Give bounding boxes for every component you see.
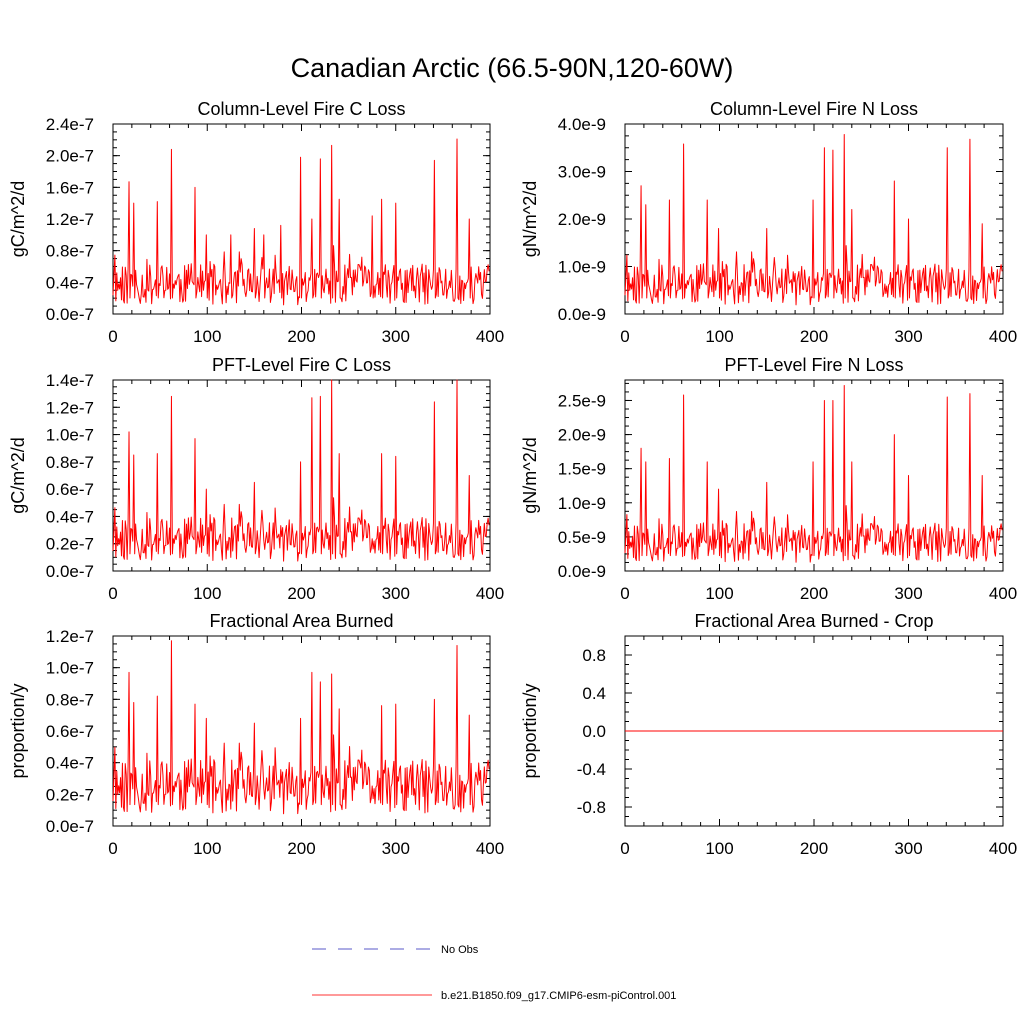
y-tick-label: 0.8e-7 bbox=[46, 453, 94, 472]
x-tick-label: 0 bbox=[108, 584, 117, 603]
legend-label-no-obs: No Obs bbox=[441, 944, 479, 956]
panel-title: PFT-Level Fire N Loss bbox=[724, 355, 903, 375]
x-tick-label: 400 bbox=[989, 584, 1017, 603]
panel-title: Fractional Area Burned bbox=[209, 611, 393, 631]
y-tick-label: 0.2e-7 bbox=[46, 535, 94, 554]
panel-column-fire-c-loss: Column-Level Fire C Loss gC/m^2/d 0 100 200 3… bbox=[8, 99, 504, 346]
x-tick-label: 200 bbox=[800, 584, 828, 603]
x-tick-label: 400 bbox=[476, 327, 504, 346]
y-axis-label: proportion/y bbox=[8, 683, 28, 778]
series-line bbox=[624, 384, 1003, 563]
y-tick-label: 1.4e-7 bbox=[46, 371, 94, 390]
y-tick-label: 0.0 bbox=[582, 722, 606, 741]
y-axis-label: gN/m^2/d bbox=[520, 437, 540, 513]
x-tick-label: 100 bbox=[705, 584, 733, 603]
series-line bbox=[624, 133, 1003, 306]
panel-column-fire-n-loss: Column-Level Fire N Loss gN/m^2/d 0 100 200 3… bbox=[520, 99, 1017, 346]
series-line bbox=[112, 379, 490, 562]
y-tick-label: 0.0e-7 bbox=[46, 305, 94, 324]
x-tick-label: 100 bbox=[705, 327, 733, 346]
x-tick-label: 0 bbox=[108, 327, 117, 346]
x-tick-label: 300 bbox=[382, 584, 410, 603]
x-tick-label: 400 bbox=[476, 839, 504, 858]
y-tick-label: 4.0e-9 bbox=[558, 115, 606, 134]
x-tick-label: 0 bbox=[620, 584, 629, 603]
y-tick-label: 3.0e-9 bbox=[558, 163, 606, 182]
y-tick-label: 2.0e-9 bbox=[558, 210, 606, 229]
y-axis-label: gC/m^2/d bbox=[8, 437, 28, 513]
figure-title: Canadian Arctic (66.5-90N,120-60W) bbox=[291, 53, 734, 83]
y-tick-label: 0.4 bbox=[582, 684, 606, 703]
y-tick-label: 1.5e-9 bbox=[558, 460, 606, 479]
x-tick-label: 100 bbox=[193, 584, 221, 603]
y-tick-label: 0.0e-9 bbox=[558, 305, 606, 324]
panel-fractional-area-burned: Fractional Area Burned proportion/y 0 100 20… bbox=[8, 611, 504, 858]
x-tick-label: 0 bbox=[620, 839, 629, 858]
x-tick-label: 400 bbox=[989, 327, 1017, 346]
y-tick-label: 0.8e-7 bbox=[46, 690, 94, 709]
panel-title: Fractional Area Burned - Crop bbox=[694, 611, 933, 631]
x-tick-label: 100 bbox=[193, 327, 221, 346]
x-tick-label: 200 bbox=[800, 327, 828, 346]
y-tick-label: 1.2e-7 bbox=[46, 398, 94, 417]
y-tick-label: 2.4e-7 bbox=[46, 115, 94, 134]
y-tick-label: 1.0e-9 bbox=[558, 258, 606, 277]
y-tick-label: -0.4 bbox=[577, 760, 606, 779]
x-tick-label: 200 bbox=[287, 584, 315, 603]
panel-title: Column-Level Fire N Loss bbox=[710, 99, 918, 119]
y-tick-label: 2.5e-9 bbox=[558, 391, 606, 410]
panel-title: Column-Level Fire C Loss bbox=[197, 99, 405, 119]
series-line bbox=[112, 138, 490, 306]
y-tick-label: -0.8 bbox=[577, 798, 606, 817]
panel-title: PFT-Level Fire C Loss bbox=[212, 355, 391, 375]
y-tick-label: 0.4e-7 bbox=[46, 754, 94, 773]
y-tick-label: 0.5e-9 bbox=[558, 528, 606, 547]
x-tick-label: 200 bbox=[287, 839, 315, 858]
y-tick-label: 1.0e-7 bbox=[46, 426, 94, 445]
y-tick-label: 1.6e-7 bbox=[46, 178, 94, 197]
y-tick-label: 0.0e-9 bbox=[558, 562, 606, 581]
y-tick-label: 0.8 bbox=[582, 646, 606, 665]
y-tick-label: 1.2e-7 bbox=[46, 210, 94, 229]
x-tick-label: 300 bbox=[894, 584, 922, 603]
y-tick-label: 2.0e-9 bbox=[558, 426, 606, 445]
x-tick-label: 300 bbox=[894, 839, 922, 858]
y-tick-label: 1.2e-7 bbox=[46, 627, 94, 646]
y-tick-label: 0.0e-7 bbox=[46, 562, 94, 581]
x-tick-label: 0 bbox=[108, 839, 117, 858]
x-tick-label: 300 bbox=[382, 839, 410, 858]
y-tick-label: 0.4e-7 bbox=[46, 507, 94, 526]
legend-label-model: b.e21.B1850.f09_g17.CMIP6-esm-piControl.… bbox=[441, 990, 676, 1002]
y-tick-label: 0.2e-7 bbox=[46, 785, 94, 804]
x-tick-label: 100 bbox=[193, 839, 221, 858]
x-tick-label: 200 bbox=[287, 327, 315, 346]
x-tick-label: 300 bbox=[382, 327, 410, 346]
y-tick-label: 1.0e-9 bbox=[558, 494, 606, 513]
y-tick-label: 0.4e-7 bbox=[46, 273, 94, 292]
legend: No Obs b.e21.B1850.f09_g17.CMIP6-esm-piC… bbox=[312, 944, 676, 1002]
x-tick-label: 400 bbox=[989, 839, 1017, 858]
x-tick-label: 300 bbox=[894, 327, 922, 346]
y-tick-label: 1.0e-7 bbox=[46, 659, 94, 678]
x-tick-label: 400 bbox=[476, 584, 504, 603]
series-line bbox=[112, 640, 490, 815]
x-tick-label: 0 bbox=[620, 327, 629, 346]
y-axis-label: gN/m^2/d bbox=[520, 181, 540, 257]
panel-fractional-area-burned-crop: Fractional Area Burned - Crop proportion/… bbox=[520, 611, 1017, 858]
y-tick-label: 0.6e-7 bbox=[46, 722, 94, 741]
y-tick-label: 0.6e-7 bbox=[46, 480, 94, 499]
x-tick-label: 200 bbox=[800, 839, 828, 858]
y-axis-label: gC/m^2/d bbox=[8, 181, 28, 257]
y-tick-label: 0.0e-7 bbox=[46, 817, 94, 836]
x-tick-label: 100 bbox=[705, 839, 733, 858]
y-tick-label: 0.8e-7 bbox=[46, 242, 94, 261]
y-axis-label: proportion/y bbox=[520, 683, 540, 778]
y-tick-label: 2.0e-7 bbox=[46, 147, 94, 166]
panel-pft-fire-c-loss: PFT-Level Fire C Loss gC/m^2/d 0 100 200 300 4… bbox=[8, 355, 504, 603]
panel-pft-fire-n-loss: PFT-Level Fire N Loss gN/m^2/d 0 100 200 300 4… bbox=[520, 355, 1017, 603]
